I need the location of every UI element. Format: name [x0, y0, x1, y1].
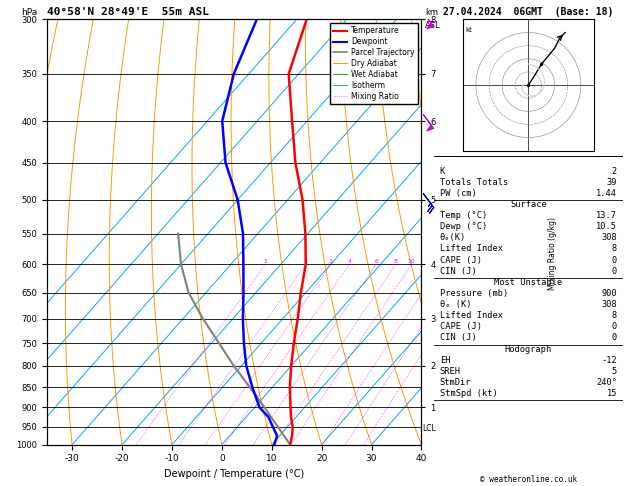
Text: SREH: SREH	[440, 367, 460, 376]
Text: Hodograph: Hodograph	[504, 345, 552, 354]
Text: Most Unstable: Most Unstable	[494, 278, 562, 287]
Text: Surface: Surface	[510, 200, 547, 209]
Text: Lifted Index: Lifted Index	[440, 311, 503, 320]
Text: hPa: hPa	[21, 8, 37, 17]
Text: K: K	[440, 167, 445, 175]
X-axis label: Dewpoint / Temperature (°C): Dewpoint / Temperature (°C)	[164, 469, 304, 479]
Text: 308: 308	[601, 300, 617, 309]
Text: -12: -12	[601, 356, 617, 364]
Text: CAPE (J): CAPE (J)	[440, 322, 482, 331]
Text: 13.7: 13.7	[596, 211, 617, 220]
Text: 39: 39	[606, 178, 617, 187]
Text: CIN (J): CIN (J)	[440, 333, 476, 343]
Text: 6: 6	[374, 259, 378, 264]
Text: 900: 900	[601, 289, 617, 298]
Text: Dewp (°C): Dewp (°C)	[440, 222, 487, 231]
Text: 0: 0	[612, 267, 617, 276]
Text: 15: 15	[606, 389, 617, 398]
Text: 240°: 240°	[596, 378, 617, 387]
Text: 40°58'N 28°49'E  55m ASL: 40°58'N 28°49'E 55m ASL	[47, 7, 209, 17]
Text: Temp (°C): Temp (°C)	[440, 211, 487, 220]
Text: StmDir: StmDir	[440, 378, 471, 387]
Text: 1: 1	[264, 259, 267, 264]
Text: PW (cm): PW (cm)	[440, 189, 476, 198]
Text: 0: 0	[612, 333, 617, 343]
Legend: Temperature, Dewpoint, Parcel Trajectory, Dry Adiabat, Wet Adiabat, Isotherm, Mi: Temperature, Dewpoint, Parcel Trajectory…	[330, 23, 418, 104]
Text: LCL: LCL	[422, 424, 435, 433]
Text: Mixing Ratio (g/kg): Mixing Ratio (g/kg)	[548, 217, 557, 290]
Text: CAPE (J): CAPE (J)	[440, 256, 482, 264]
Text: 308: 308	[601, 233, 617, 243]
Text: 10.5: 10.5	[596, 222, 617, 231]
Text: 27.04.2024  06GMT  (Base: 18): 27.04.2024 06GMT (Base: 18)	[443, 7, 613, 17]
Text: ASL: ASL	[425, 21, 441, 30]
Text: km: km	[425, 8, 438, 17]
Text: 8: 8	[394, 259, 398, 264]
Text: 0: 0	[612, 256, 617, 264]
Text: EH: EH	[440, 356, 450, 364]
Text: θₑ(K): θₑ(K)	[440, 233, 466, 243]
Text: θₑ (K): θₑ (K)	[440, 300, 471, 309]
Text: Lifted Index: Lifted Index	[440, 244, 503, 254]
Text: 2: 2	[612, 167, 617, 175]
Text: 3: 3	[329, 259, 333, 264]
Text: 0: 0	[612, 322, 617, 331]
Text: Totals Totals: Totals Totals	[440, 178, 508, 187]
Text: 1.44: 1.44	[596, 189, 617, 198]
Text: 8: 8	[612, 311, 617, 320]
Text: 10: 10	[408, 259, 416, 264]
Text: 5: 5	[612, 367, 617, 376]
Text: 2: 2	[304, 259, 308, 264]
Text: 8: 8	[612, 244, 617, 254]
Text: CIN (J): CIN (J)	[440, 267, 476, 276]
Text: kt: kt	[465, 27, 472, 34]
Text: © weatheronline.co.uk: © weatheronline.co.uk	[480, 474, 577, 484]
Text: StmSpd (kt): StmSpd (kt)	[440, 389, 498, 398]
Text: 4: 4	[347, 259, 352, 264]
Text: Pressure (mb): Pressure (mb)	[440, 289, 508, 298]
